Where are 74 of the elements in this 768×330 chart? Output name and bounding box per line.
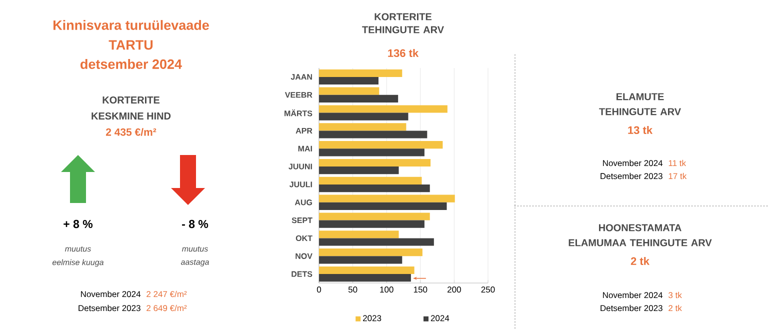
y-tick-label: VEEBR xyxy=(284,92,312,98)
text: 2 247 €/m² xyxy=(146,290,187,298)
bar xyxy=(319,105,448,113)
text: Detsember 2023 xyxy=(600,172,662,180)
bar xyxy=(319,176,422,184)
text: November 2024 xyxy=(603,160,663,166)
bar xyxy=(319,112,408,120)
chart-title: KORTERITE TEHINGUTE ARV xyxy=(362,13,444,34)
y-tick-label: OKT xyxy=(296,235,312,242)
y-tick-label: DETS xyxy=(292,271,312,277)
bar xyxy=(319,238,434,246)
y-tick-label: AUG xyxy=(294,200,312,206)
text: 3 tk xyxy=(668,292,682,298)
text: November 2024 xyxy=(81,290,141,298)
y-tick-label: APR xyxy=(296,128,312,134)
text: 2 435 €/m² xyxy=(106,128,156,136)
y-tick-label: MÄRTS xyxy=(284,109,312,116)
bar xyxy=(319,166,399,174)
bar xyxy=(319,220,424,228)
text: 2 tk xyxy=(668,304,682,312)
text: HOONESTAMATA ELAMUMAA TEHINGUTE ARV xyxy=(568,224,712,246)
x-tick-label: 200 xyxy=(448,286,461,293)
text: detsember 2024 xyxy=(80,59,182,69)
bar xyxy=(319,274,411,282)
y-tick-label: JUUNI xyxy=(288,164,312,170)
text: 11 tk xyxy=(668,160,686,166)
bar xyxy=(319,69,402,77)
bar xyxy=(319,212,430,220)
y-tick-label: JAAN xyxy=(290,74,312,80)
text: eelmise kuuga xyxy=(52,259,104,267)
bar xyxy=(319,230,399,238)
y-tick-label: MAI xyxy=(298,146,312,152)
x-tick-label: 150 xyxy=(414,286,428,293)
bar xyxy=(319,184,430,192)
text: 13 tk xyxy=(628,126,653,134)
bar xyxy=(319,158,431,167)
bar xyxy=(319,202,447,210)
x-tick-label: 250 xyxy=(481,286,495,293)
bar xyxy=(319,266,414,274)
x-tick-label: 100 xyxy=(380,286,394,293)
text: November 2024 xyxy=(603,292,663,298)
bar xyxy=(319,123,406,131)
text: ELAMUTE TEHINGUTE ARV xyxy=(599,93,681,116)
text: KESKMINE HIND xyxy=(92,112,171,120)
text: aastaga xyxy=(180,260,209,266)
legend-label: 2023 xyxy=(363,315,382,322)
text: TARTU xyxy=(108,40,153,50)
bar xyxy=(319,194,455,202)
text: Detsember 2023 xyxy=(600,304,662,312)
text: Detsember 2023 xyxy=(78,304,140,312)
bar xyxy=(319,141,443,149)
x-tick-label: 50 xyxy=(348,286,358,293)
text: - 8 % xyxy=(182,220,208,228)
bar xyxy=(319,148,424,156)
chart-subtitle: 136 tk xyxy=(388,48,419,58)
text: 17 tk xyxy=(668,172,687,180)
text: 2 649 €/m² xyxy=(146,304,187,312)
text: KORTERITE xyxy=(102,96,160,104)
bar xyxy=(319,87,380,95)
bar xyxy=(319,76,378,85)
legend-label: 2024 xyxy=(430,315,450,322)
bar xyxy=(319,94,398,102)
text: muutus xyxy=(182,246,208,252)
y-tick-label: JUULI xyxy=(289,182,312,188)
bar xyxy=(319,256,402,264)
y-tick-label: SEPT xyxy=(292,217,312,224)
bar xyxy=(319,248,422,256)
y-tick-label: NOV xyxy=(296,253,312,259)
text: Kinnisvara turuülevaade xyxy=(54,20,209,30)
text: 2 tk xyxy=(630,256,650,266)
bar xyxy=(319,130,428,138)
x-tick-label: 0 xyxy=(316,286,322,293)
text: muutus xyxy=(65,246,91,252)
text: + 8 % xyxy=(64,220,93,228)
